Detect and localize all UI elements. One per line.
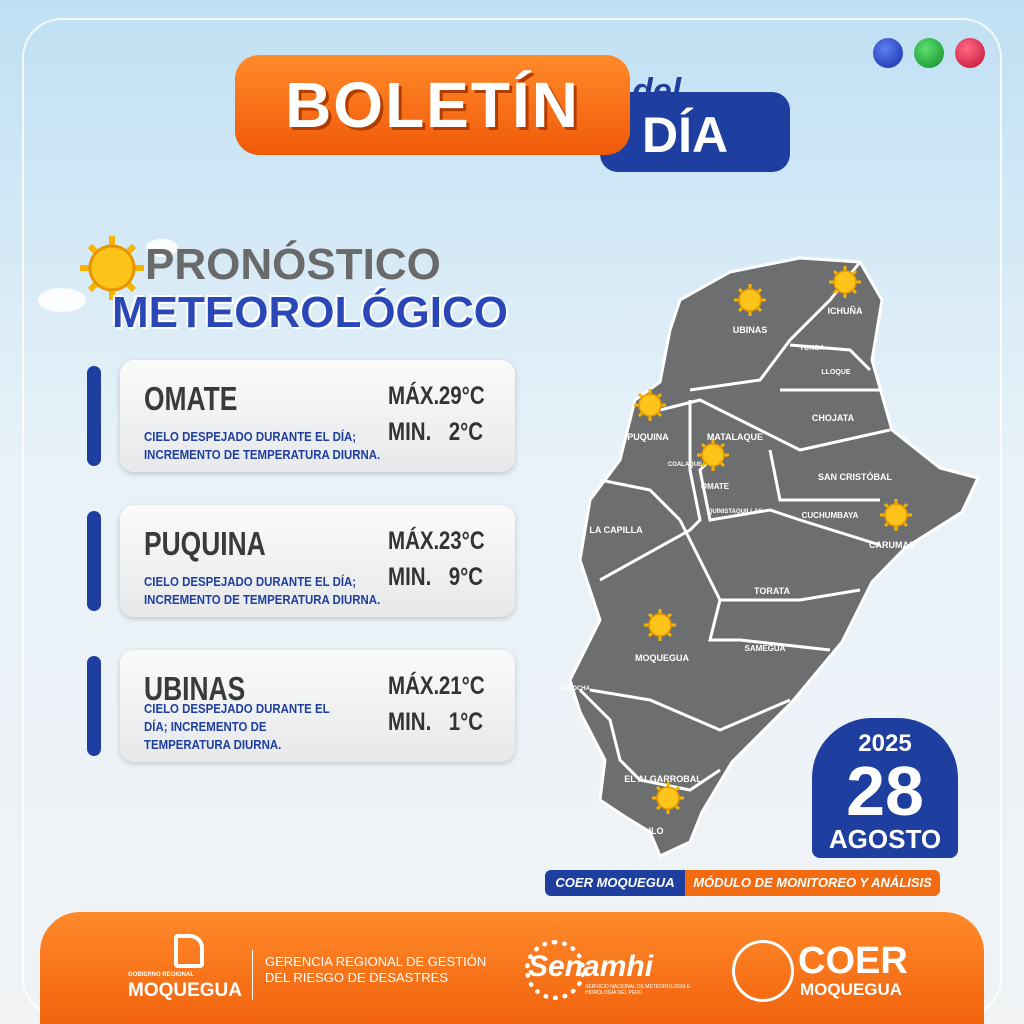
description-line: INCREMENTO DE TEMPERATURA DIURNA. <box>144 447 381 462</box>
district-label: YUNGA <box>799 345 824 352</box>
coer: COER <box>798 940 908 982</box>
district-label: QUINISTAQUILLAS <box>708 509 763 515</box>
forecast-card: PUQUINA CIELO DESPEJADO DURANTE EL DÍA; IN… <box>120 505 515 617</box>
max-value: 29°C <box>438 382 485 410</box>
gov-name: MOQUEGUA <box>128 980 242 1001</box>
senamhi-logo <box>525 940 585 1000</box>
district-label: LA CAPILLA <box>589 525 643 535</box>
accent-bar <box>87 656 101 756</box>
title-day: DÍA <box>600 92 790 172</box>
district-label: MOQUEGUA <box>635 653 690 663</box>
district-label: CARUMAS <box>869 540 915 550</box>
footer: GOBIERNO REGIONAL MOQUEGUA GERENCIA REGI… <box>40 912 984 1024</box>
description: CIELO DESPEJADO DURANTE EL DÍA; INCREMENT… <box>144 428 380 464</box>
district-label: PUQUINA <box>627 432 669 442</box>
max-value: 23°C <box>438 527 485 555</box>
gov-logo <box>174 934 204 968</box>
section-title: PRONÓSTICO <box>145 240 441 289</box>
district-label: TORATA <box>754 586 790 596</box>
map: UBINAS ICHUÑA YUNGA LLOQUE CHOJATA PUQUI… <box>560 256 981 859</box>
max-value: 21°C <box>438 672 485 700</box>
district-label: SAMEGUA <box>745 644 786 653</box>
min-value: 2°C <box>448 418 484 446</box>
district-label: MATALAQUE <box>707 432 763 442</box>
max-temp: MÁX.29°C <box>388 382 485 411</box>
min-label: MIN. <box>388 418 432 446</box>
senamhi: Senamhi <box>528 950 654 983</box>
description-line: CIELO DESPEJADO DURANTE EL <box>144 701 330 716</box>
title-del: del <box>632 72 682 110</box>
date-month: AGOSTO <box>828 824 942 854</box>
gerencia-line: DEL RIESGO DE DESASTRES <box>265 970 449 985</box>
district-label: CUCHUMBAYA <box>802 511 859 520</box>
min-label: MIN. <box>388 563 432 591</box>
divider <box>252 950 253 1000</box>
description: CIELO DESPEJADO DURANTE EL DÍA; INCREMENT… <box>144 700 330 754</box>
date-badge: 2025 28 AGOSTO <box>812 718 958 858</box>
dot-red <box>955 38 985 68</box>
hero-sun <box>38 236 178 312</box>
max-label: MÁX. <box>388 382 440 410</box>
description-line: DÍA; INCREMENTO DE <box>144 719 267 734</box>
tag: MÓDULO DE MONITOREO Y ANÁLISIS <box>685 870 940 896</box>
description-line: CIELO DESPEJADO DURANTE EL DÍA; <box>144 574 357 589</box>
max-label: MÁX. <box>388 672 440 700</box>
min-value: 9°C <box>448 563 484 591</box>
gov-small: GOBIERNO REGIONAL <box>128 972 195 978</box>
accent-bar <box>87 366 101 466</box>
dot-green <box>914 38 944 68</box>
date-day: 28 <box>846 752 924 830</box>
district-label: LLOQUE <box>821 369 850 376</box>
date-year: 2025 <box>858 730 912 757</box>
min-label: MIN. <box>388 708 432 736</box>
district-label: CHOJATA <box>812 413 855 423</box>
coer-sub: MOQUEGUA <box>800 980 902 999</box>
forecast-card: UBINAS CIELO DESPEJADO DURANTE EL DÍA; INC… <box>120 650 515 762</box>
location: PUQUINA <box>144 525 266 562</box>
gerencia: GERENCIA REGIONAL DE GESTIÓN DEL RIESGO D… <box>265 954 486 986</box>
forecast-card: OMATE CIELO DESPEJADO DURANTE EL DÍA; INCR… <box>120 360 515 472</box>
district-label: PACOCHA <box>560 686 591 692</box>
min-temp: MIN. 9°C <box>388 563 483 592</box>
min-temp: MIN. 1°C <box>388 708 483 737</box>
location: UBINAS <box>144 670 246 707</box>
tag: COER MOQUEGUA <box>545 870 685 896</box>
description-line: CIELO DESPEJADO DURANTE EL DÍA; <box>144 429 357 444</box>
max-temp: MÁX.23°C <box>388 527 485 556</box>
district-label: ILO <box>649 826 664 836</box>
district-label: EL ALGARROBAL <box>624 774 702 784</box>
description-line: INCREMENTO DE TEMPERATURA DIURNA. <box>144 592 381 607</box>
location: OMATE <box>144 380 238 417</box>
description-line: TEMPERATURA DIURNA. <box>144 737 282 752</box>
senamhi-sub: SERVICIO NACIONAL DE METEOROLOGÍA E HIDR… <box>585 984 691 996</box>
district-label: OMATE <box>701 482 730 491</box>
district-label: SAN CRISTÓBAL <box>818 471 893 482</box>
min-value: 1°C <box>448 708 484 736</box>
description: CIELO DESPEJADO DURANTE EL DÍA; INCREMENT… <box>144 573 380 609</box>
district-label: UBINAS <box>733 325 768 335</box>
coer-logo <box>732 940 794 1002</box>
min-temp: MIN. 2°C <box>388 418 483 447</box>
district-label: COALAQUE <box>668 462 702 468</box>
max-label: MÁX. <box>388 527 440 555</box>
district-label: ICHUÑA <box>828 306 863 316</box>
accent-bar <box>87 511 101 611</box>
gerencia-line: GERENCIA REGIONAL DE GESTIÓN <box>265 954 487 969</box>
dot-blue <box>873 38 903 68</box>
section-title: METEOROLÓGICO <box>112 288 508 337</box>
title: BOLETÍN <box>235 55 630 155</box>
max-temp: MÁX.21°C <box>388 672 485 701</box>
